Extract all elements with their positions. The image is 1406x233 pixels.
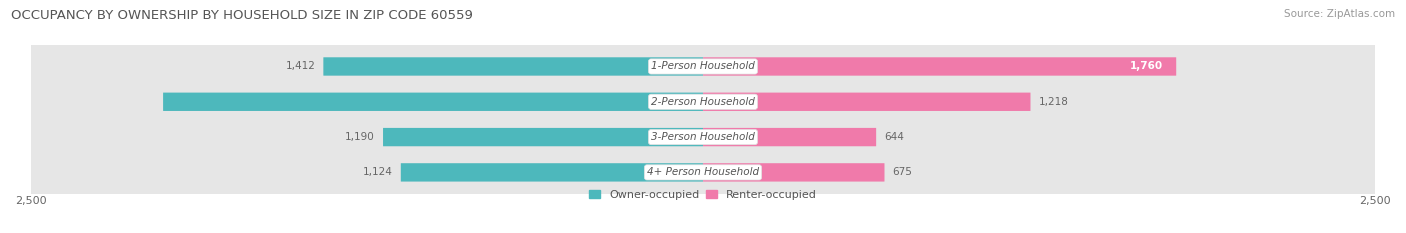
Text: 2-Person Household: 2-Person Household: [651, 97, 755, 107]
Text: 1,124: 1,124: [363, 167, 392, 177]
FancyBboxPatch shape: [703, 93, 1031, 111]
FancyBboxPatch shape: [30, 0, 1376, 233]
FancyBboxPatch shape: [30, 0, 1376, 233]
Text: 675: 675: [893, 167, 912, 177]
Text: 4+ Person Household: 4+ Person Household: [647, 167, 759, 177]
FancyBboxPatch shape: [703, 57, 1177, 76]
FancyBboxPatch shape: [382, 128, 703, 146]
FancyBboxPatch shape: [703, 163, 884, 182]
Text: 1,190: 1,190: [346, 132, 375, 142]
Text: 644: 644: [884, 132, 904, 142]
Text: 2,008: 2,008: [657, 97, 689, 107]
Text: 1,218: 1,218: [1039, 97, 1069, 107]
FancyBboxPatch shape: [401, 163, 703, 182]
FancyBboxPatch shape: [30, 0, 1376, 233]
Text: 1,760: 1,760: [1129, 62, 1163, 72]
Legend: Owner-occupied, Renter-occupied: Owner-occupied, Renter-occupied: [589, 190, 817, 200]
FancyBboxPatch shape: [30, 0, 1376, 233]
Text: 3-Person Household: 3-Person Household: [651, 132, 755, 142]
Text: 1-Person Household: 1-Person Household: [651, 62, 755, 72]
FancyBboxPatch shape: [163, 93, 703, 111]
Text: 1,412: 1,412: [285, 62, 315, 72]
Text: OCCUPANCY BY OWNERSHIP BY HOUSEHOLD SIZE IN ZIP CODE 60559: OCCUPANCY BY OWNERSHIP BY HOUSEHOLD SIZE…: [11, 9, 474, 22]
FancyBboxPatch shape: [703, 128, 876, 146]
FancyBboxPatch shape: [323, 57, 703, 76]
Text: Source: ZipAtlas.com: Source: ZipAtlas.com: [1284, 9, 1395, 19]
